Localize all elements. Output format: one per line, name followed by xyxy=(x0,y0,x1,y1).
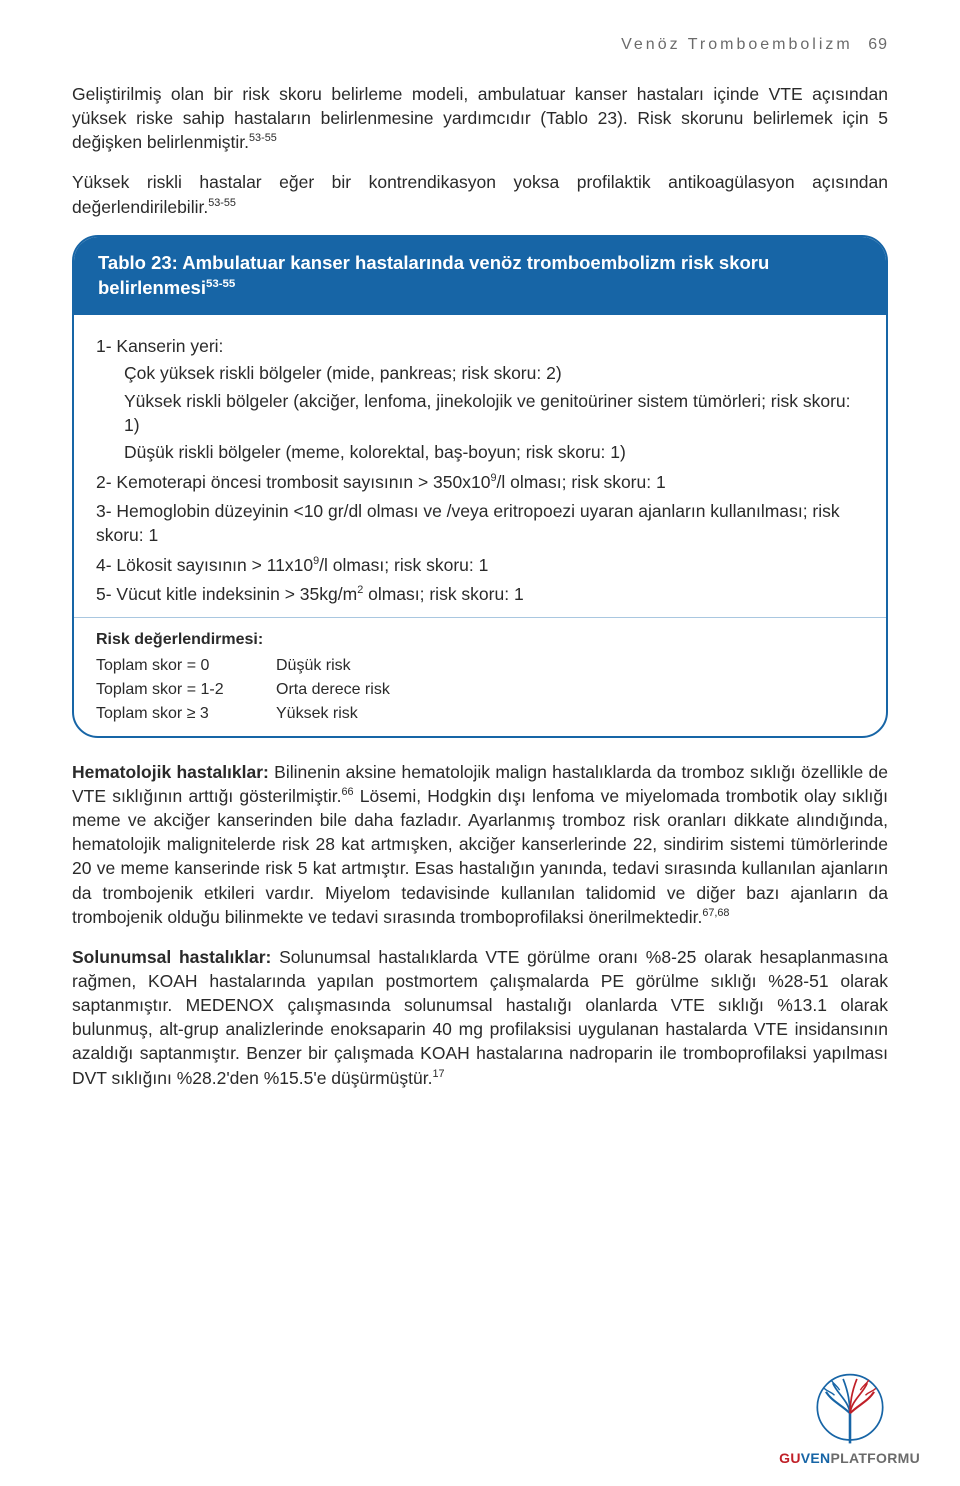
intro-paragraph-2: Yüksek riskli hastalar eğer bir kontrend… xyxy=(72,170,888,218)
t23-item1-sub3: Düşük riskli bölgeler (meme, kolorektal,… xyxy=(124,441,864,465)
solunum-label: Solunumsal hastalıklar: xyxy=(72,947,271,967)
risk-row-0-c1: Toplam skor = 0 xyxy=(96,654,276,678)
t23-item2-a: 2- Kemoterapi öncesi trombosit sayısının… xyxy=(96,472,490,492)
risk-row-2: Toplam skor ≥ 3 Yüksek risk xyxy=(96,702,864,726)
page-number: 69 xyxy=(868,36,888,53)
risk-row-1: Toplam skor = 1-2 Orta derece risk xyxy=(96,678,864,702)
intro-p2-ref: 53-55 xyxy=(208,197,236,209)
t23-item1-head: 1- Kanserin yeri: xyxy=(96,335,864,359)
t23-item4-a: 4- Lökosit sayısının > 11x10 xyxy=(96,555,313,575)
risk-row-0-c2: Düşük risk xyxy=(276,654,351,678)
t23-item5-a: 5- Vücut kitle indeksinin > 35kg/m xyxy=(96,584,357,604)
intro-p2-text: Yüksek riskli hastalar eğer bir kontrend… xyxy=(72,172,888,216)
risk-assessment: Risk değerlendirmesi: Toplam skor = 0 Dü… xyxy=(96,628,864,726)
t23-item3: 3- Hemoglobin düzeyinin <10 gr/dl olması… xyxy=(96,500,864,547)
running-title: Venöz Tromboembolizm xyxy=(621,36,853,53)
intro-p1-ref: 53-55 xyxy=(249,132,277,144)
intro-p1-text: Geliştirilmiş olan bir risk skoru belirl… xyxy=(72,84,888,152)
table-23: Tablo 23: Ambulatuar kanser hastalarında… xyxy=(72,235,888,738)
table-23-separator xyxy=(74,617,886,618)
t23-item2: 2- Kemoterapi öncesi trombosit sayısının… xyxy=(96,471,864,495)
solunum-paragraph: Solunumsal hastalıklar: Solunumsal hasta… xyxy=(72,945,888,1090)
table-23-title: Tablo 23: Ambulatuar kanser hastalarında… xyxy=(98,252,769,298)
table-23-header: Tablo 23: Ambulatuar kanser hastalarında… xyxy=(74,237,886,315)
hemato-ref-1: 66 xyxy=(342,786,354,798)
t23-item5-b: olması; risk skoru: 1 xyxy=(363,584,523,604)
t23-item2-b: /l olması; risk skoru: 1 xyxy=(496,472,665,492)
hemato-text-b: Lösemi, Hodgkin dışı lenfoma ve miyeloma… xyxy=(72,786,888,927)
intro-paragraph-1: Geliştirilmiş olan bir risk skoru belirl… xyxy=(72,82,888,154)
running-head: Venöz Tromboembolizm 69 xyxy=(72,36,888,54)
t23-item5: 5- Vücut kitle indeksinin > 35kg/m2 olma… xyxy=(96,583,864,607)
logo-plat: PLATFORMU xyxy=(830,1450,920,1466)
solunum-text: Solunumsal hastalıklarda VTE görülme ora… xyxy=(72,947,888,1088)
guven-tree-icon xyxy=(807,1366,893,1452)
risk-row-0: Toplam skor = 0 Düşük risk xyxy=(96,654,864,678)
table-23-body: 1- Kanserin yeri: Çok yüksek riskli bölg… xyxy=(74,315,886,736)
hemato-paragraph: Hematolojik hastalıklar: Bilinenin aksin… xyxy=(72,760,888,929)
risk-row-2-c2: Yüksek risk xyxy=(276,702,358,726)
risk-row-2-c1: Toplam skor ≥ 3 xyxy=(96,702,276,726)
t23-item1-sub1: Çok yüksek riskli bölgeler (mide, pankre… xyxy=(124,362,864,386)
footer-logo: GUVENPLATFORMU xyxy=(779,1366,920,1466)
footer-logo-text: GUVENPLATFORMU xyxy=(779,1450,920,1466)
page: Venöz Tromboembolizm 69 Geliştirilmiş ol… xyxy=(0,0,960,1486)
risk-row-1-c2: Orta derece risk xyxy=(276,678,390,702)
t23-item4-b: /l olması; risk skoru: 1 xyxy=(319,555,488,575)
risk-title: Risk değerlendirmesi: xyxy=(96,628,864,652)
logo-gu: GU xyxy=(779,1450,801,1466)
table-23-title-ref: 53-55 xyxy=(206,278,235,290)
risk-row-1-c1: Toplam skor = 1-2 xyxy=(96,678,276,702)
solunum-ref: 17 xyxy=(432,1068,444,1080)
hemato-ref-2: 67,68 xyxy=(702,907,729,919)
hemato-label: Hematolojik hastalıklar: xyxy=(72,762,269,782)
t23-item1-sub2: Yüksek riskli bölgeler (akciğer, lenfoma… xyxy=(124,390,864,437)
logo-ven: VEN xyxy=(801,1450,831,1466)
t23-item4: 4- Lökosit sayısının > 11x109/l olması; … xyxy=(96,554,864,578)
